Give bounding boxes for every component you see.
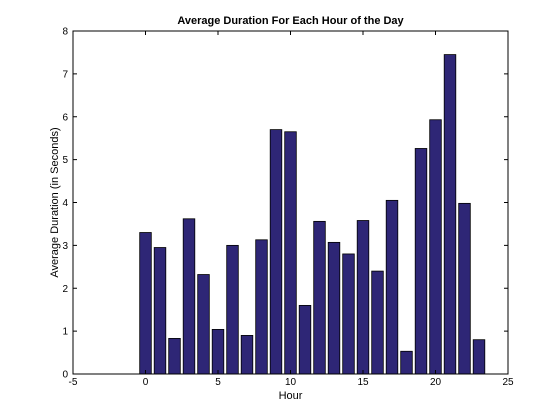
- bar-hour-1: [153, 247, 167, 375]
- bar-hour-20: [429, 119, 442, 375]
- plot-frame: [72, 30, 509, 375]
- bar-hour-14: [342, 253, 355, 375]
- y-tick-label: 2: [62, 284, 68, 295]
- bar-hour-13: [327, 241, 341, 375]
- bar-hour-19: [414, 148, 428, 375]
- bar-hour-8: [255, 239, 268, 375]
- bar-hour-2: [168, 338, 181, 375]
- bar-hour-15: [356, 220, 370, 375]
- bar-hour-7: [240, 335, 254, 375]
- y-tick-label: 6: [62, 112, 68, 123]
- bar-hour-5: [211, 329, 225, 375]
- bar-hour-23: [472, 339, 486, 375]
- x-tick-label: 10: [285, 377, 297, 388]
- y-tick-label: 8: [62, 27, 68, 38]
- y-tick-label: 4: [62, 198, 68, 209]
- bar-hour-9: [269, 129, 283, 375]
- bar-hour-4: [197, 274, 210, 375]
- bar-hour-22: [458, 202, 471, 375]
- bar-hour-21: [443, 54, 457, 375]
- y-tick-label: 7: [62, 69, 68, 80]
- bar-hour-10: [284, 131, 297, 375]
- bar-hour-6: [226, 244, 239, 375]
- y-tick-label: 5: [62, 155, 68, 166]
- x-tick-label: -5: [69, 377, 78, 388]
- bar-hour-3: [182, 218, 196, 375]
- chart-title: Average Duration For Each Hour of the Da…: [177, 15, 404, 27]
- x-tick-label: 5: [215, 377, 221, 388]
- x-tick-label: 0: [143, 377, 149, 388]
- y-axis-label: Average Duration (in Seconds): [49, 127, 61, 277]
- bar-hour-11: [298, 304, 312, 375]
- x-axis-label: Hour: [279, 390, 303, 402]
- y-tick-label: 3: [62, 241, 68, 252]
- y-tick-label: 1: [62, 327, 68, 338]
- bar-hour-16: [371, 270, 384, 375]
- bar-hour-12: [313, 220, 326, 375]
- x-tick-label: 15: [357, 377, 369, 388]
- y-tick-label: 0: [62, 370, 68, 381]
- x-tick-label: 25: [502, 377, 514, 388]
- bar-hour-18: [400, 350, 413, 375]
- bar-hour-17: [385, 199, 399, 375]
- bar-hour-0: [139, 232, 152, 375]
- x-tick-label: 20: [430, 377, 442, 388]
